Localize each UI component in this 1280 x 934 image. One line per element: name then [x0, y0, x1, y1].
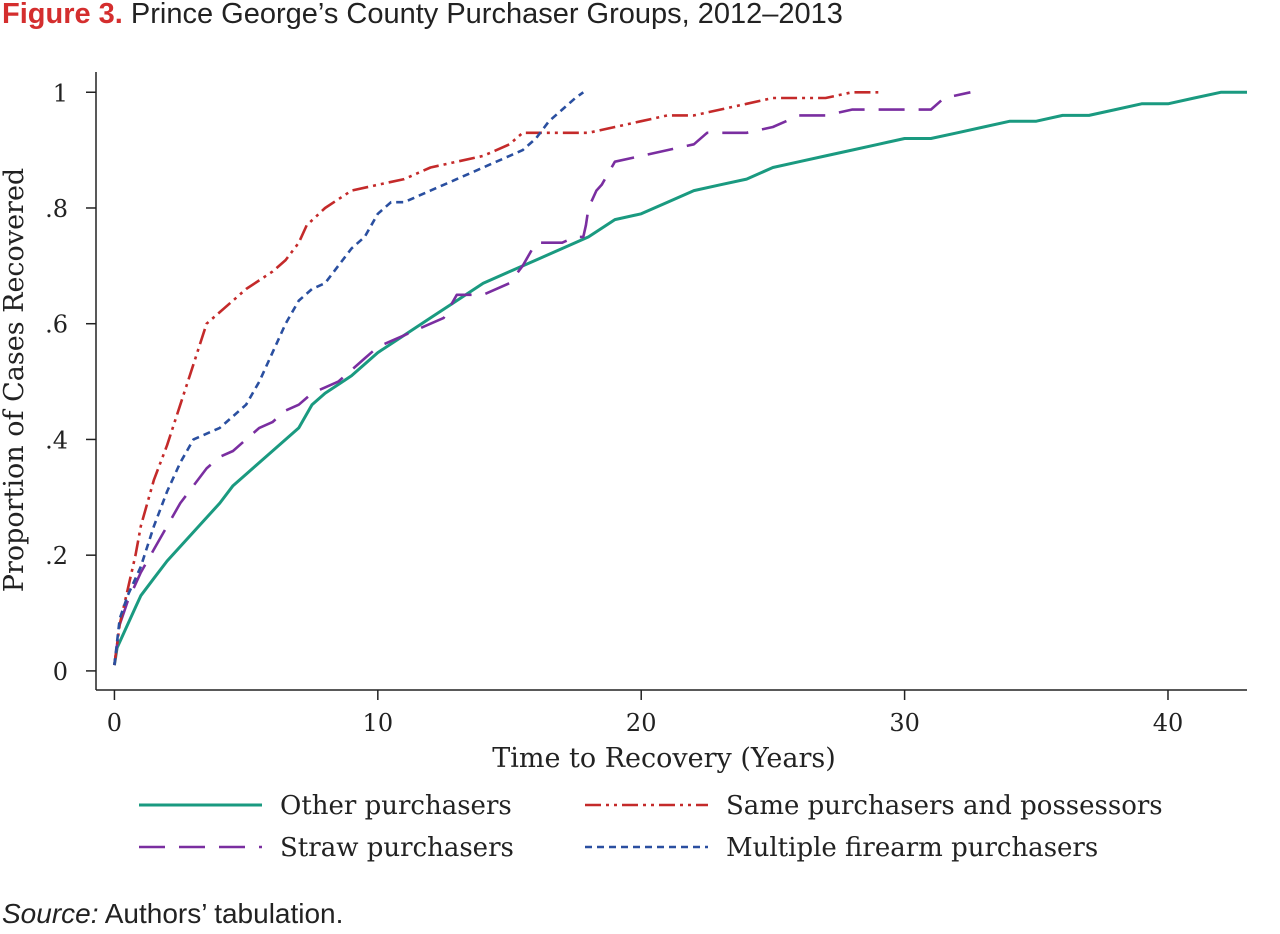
y-tick-label: .2	[45, 542, 68, 570]
legend-label-multiple-firearm-purchasers: Multiple firearm purchasers	[726, 833, 1098, 863]
y-tick-label: .4	[45, 426, 68, 454]
figure-title-text: Prince George’s County Purchaser Groups,…	[130, 0, 843, 30]
legend-label-straw-purchasers: Straw purchasers	[280, 833, 514, 863]
y-tick-label: 0	[53, 658, 68, 686]
x-tick-label: 30	[889, 709, 920, 737]
x-tick-label: 40	[1153, 709, 1184, 737]
x-tick-label: 0	[107, 709, 122, 737]
series-line-other-purchasers	[112, 90, 1247, 666]
source-label: Source:	[2, 898, 99, 929]
y-tick-label: .8	[45, 195, 68, 223]
chart: 0 10 20 30 40 0 .2 .4 .6 .8 1 Time to Recovery (Ye…	[0, 72, 1247, 863]
series-line-same-purchasers-and-possessors	[113, 91, 879, 666]
figure-title: Figure 3. Prince George’s County Purchas…	[2, 0, 843, 31]
y-tick-label: 1	[53, 79, 68, 107]
chart-series	[112, 90, 1247, 666]
series-line-multiple-firearm-purchasers	[113, 91, 585, 666]
source-note: Source: Authors’ tabulation.	[2, 898, 343, 930]
source-text: Authors’ tabulation.	[104, 898, 344, 929]
series-line-straw-purchasers	[113, 91, 971, 666]
legend-label-same-purchasers-and-possessors: Same purchasers and possessors	[726, 791, 1163, 821]
x-axis-label: Time to Recovery (Years)	[492, 743, 836, 774]
y-tick-label: .6	[45, 311, 68, 339]
chart-legend: Other purchasers Straw purchasers Same pur…	[139, 791, 1163, 863]
legend-label-other-purchasers: Other purchasers	[280, 791, 512, 821]
figure-number: Figure 3.	[2, 0, 123, 30]
x-tick-label: 10	[363, 709, 394, 737]
y-axis-label: Proportion of Cases Recovered	[0, 168, 30, 592]
chart-axes: 0 10 20 30 40 0 .2 .4 .6 .8 1	[45, 72, 1247, 737]
x-tick-label: 20	[626, 709, 657, 737]
